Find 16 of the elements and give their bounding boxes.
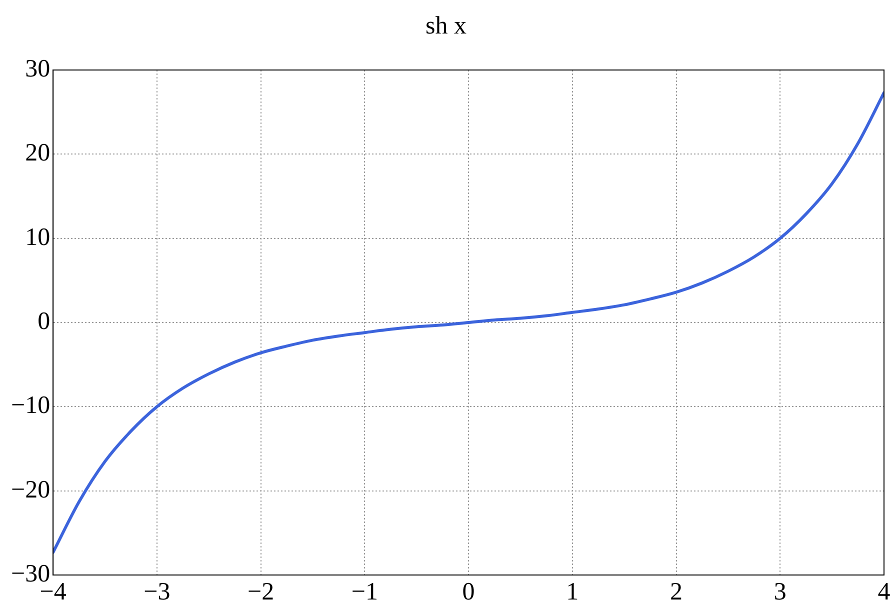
chart-title: sh x [426, 12, 467, 40]
x-tick-label: 3 [774, 578, 786, 606]
y-tick-label: 0 [38, 308, 50, 336]
x-tick-label: 0 [462, 578, 475, 606]
x-tick-label: 2 [670, 578, 683, 606]
y-tick-label: 10 [25, 224, 50, 251]
x-tick-label: −3 [144, 578, 170, 606]
x-tick-label: 1 [566, 578, 579, 606]
y-tick-label: 30 [25, 56, 50, 83]
line-series [53, 91, 884, 554]
y-tick-label: −20 [10, 476, 50, 504]
x-tick-label: −1 [351, 578, 378, 606]
y-tick-label: −10 [10, 392, 50, 420]
y-tick-label: 20 [25, 140, 50, 167]
x-tick-label: 4 [878, 578, 891, 606]
x-tick-label: −2 [248, 578, 274, 606]
